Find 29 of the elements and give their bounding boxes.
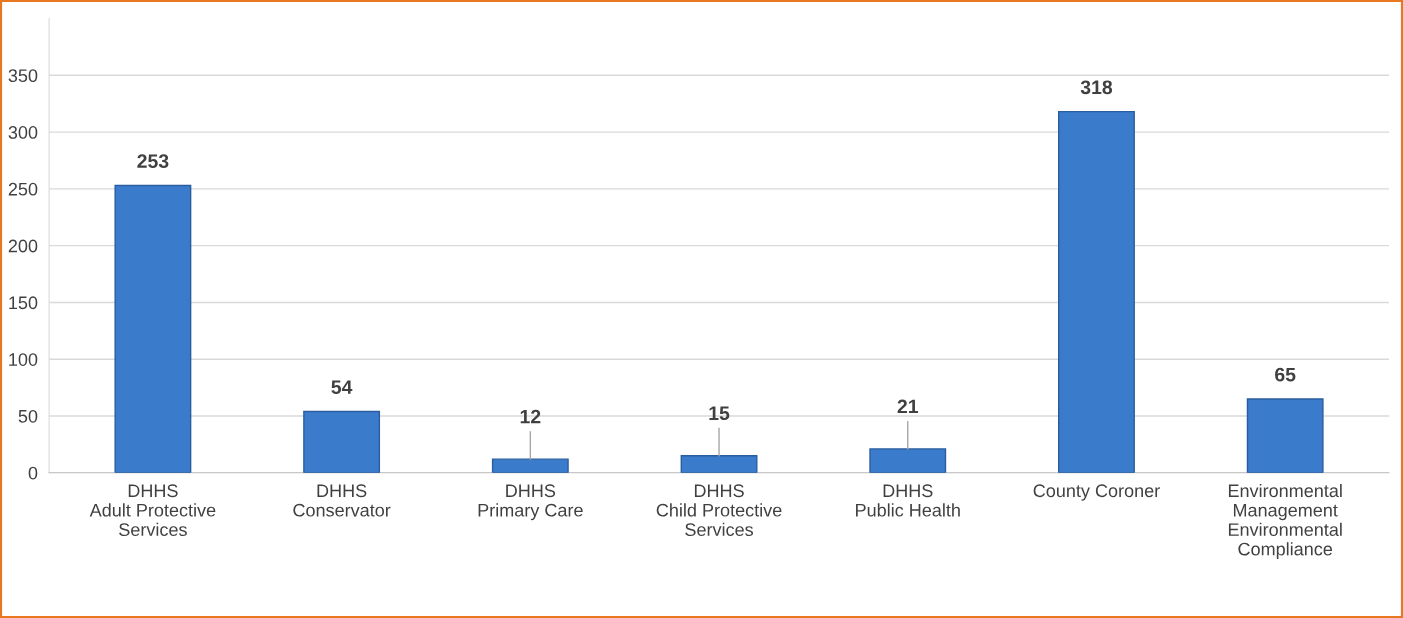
data-label: 253 xyxy=(137,154,169,169)
y-tick-label: 300 xyxy=(8,126,38,139)
x-tick-label: DHHS Child Protective Services xyxy=(656,484,782,537)
x-tick-label: DHHS Public Health xyxy=(856,484,960,517)
bar xyxy=(303,410,381,473)
bar xyxy=(869,448,947,473)
x-tick-label: DHHS Conservator xyxy=(293,484,391,517)
data-label: 21 xyxy=(897,399,919,414)
x-tick-label: DHHS Adult Protective Services xyxy=(89,484,216,537)
y-tick-label: 350 xyxy=(8,69,38,83)
bar xyxy=(1246,398,1324,473)
y-tick-label: 250 xyxy=(8,182,38,196)
bar xyxy=(114,184,192,473)
y-tick-label: 0 xyxy=(28,466,38,480)
y-tick-label: 200 xyxy=(8,239,38,253)
x-tick-label: County Coroner xyxy=(1033,484,1160,501)
y-tick-label: 150 xyxy=(9,296,38,310)
y-tick-label: 50 xyxy=(18,409,38,423)
data-label: 12 xyxy=(520,409,541,424)
data-label: 15 xyxy=(709,406,730,421)
bar xyxy=(680,455,758,473)
data-label: 318 xyxy=(1080,80,1113,95)
bar xyxy=(1058,110,1135,473)
data-label: 65 xyxy=(1275,367,1296,382)
x-tick-label: Environmental Management Environmental Compliance xyxy=(1228,483,1342,560)
data-label: 54 xyxy=(331,380,353,394)
bar xyxy=(491,458,569,473)
x-tick-label: DHHS Primary Care xyxy=(478,484,583,521)
y-tick-label: 100 xyxy=(9,353,38,366)
